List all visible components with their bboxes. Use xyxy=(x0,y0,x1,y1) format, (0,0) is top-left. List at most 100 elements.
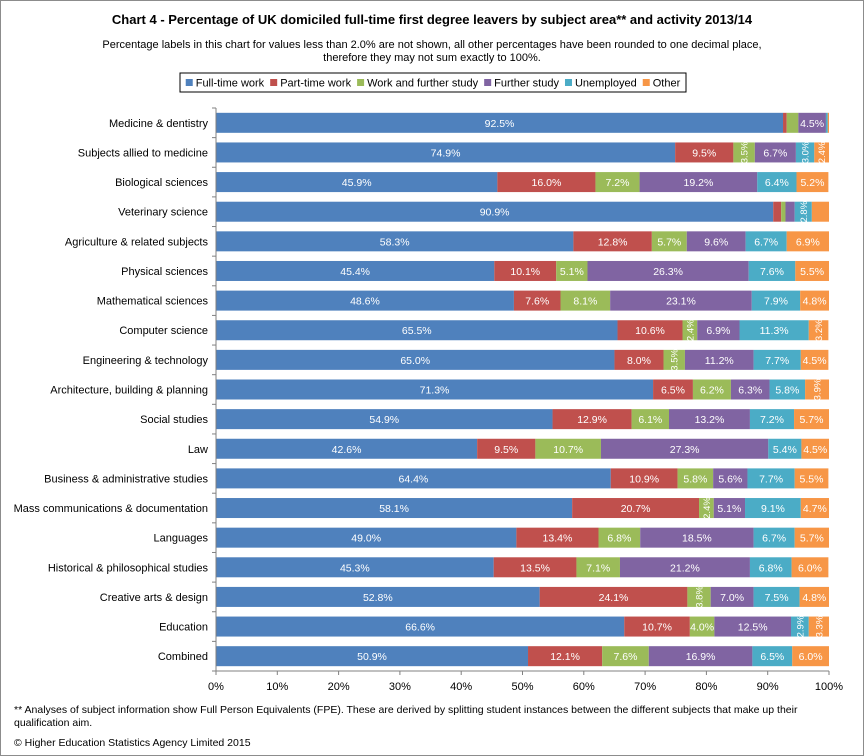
bar-other-computer-science xyxy=(808,320,829,341)
bar-work-and-further-study-subjects-allied-to-medicine xyxy=(733,142,755,163)
bar-full-time-work-medicine-and-dentistry xyxy=(216,112,784,133)
bar-work-and-further-study-languages xyxy=(598,527,641,548)
data-label-full-time-work-social-studies: 54.9% xyxy=(369,414,399,426)
bar-further-study-engineering-and-technology xyxy=(684,349,754,370)
category-label-engineering-and-technology: Engineering & technology xyxy=(83,355,209,367)
bar-unemployed-creative-arts-and-design xyxy=(753,586,800,607)
data-label-further-study-education: 12.5% xyxy=(738,622,768,634)
bar-part-time-work-combined xyxy=(528,646,603,667)
bar-part-time-work-mass-communications-and-documentation xyxy=(572,498,700,519)
category-label-historical-and-philosophical-studies: Historical & philosophical studies xyxy=(48,562,209,574)
category-label-biological-sciences: Biological sciences xyxy=(115,177,208,189)
bar-part-time-work-architecture-building-and-planning xyxy=(653,379,693,400)
bar-full-time-work-subjects-allied-to-medicine xyxy=(216,142,676,163)
data-label-full-time-work-architecture-building-and-planning: 71.3% xyxy=(420,385,450,397)
data-label-full-time-work-biological-sciences: 45.9% xyxy=(342,177,372,189)
bar-other-biological-sciences xyxy=(796,172,829,193)
bar-further-study-biological-sciences xyxy=(639,172,758,193)
data-label-further-study-creative-arts-and-design: 7.0% xyxy=(720,592,744,604)
data-label-other-computer-science: 3.2% xyxy=(814,319,825,341)
bar-other-mathematical-sciences xyxy=(800,290,829,311)
bar-part-time-work-computer-science xyxy=(617,320,683,341)
legend-label-part-time-work: Part-time work xyxy=(280,78,351,90)
data-label-part-time-work-mathematical-sciences: 7.6% xyxy=(525,296,549,308)
bar-part-time-work-law xyxy=(477,438,536,459)
data-label-unemployed-historical-and-philosophical-studies: 6.8% xyxy=(759,562,783,574)
legend-label-work-and-further-study: Work and further study xyxy=(367,78,479,90)
bar-unemployed-subjects-allied-to-medicine xyxy=(795,142,815,163)
category-label-veterinary-science: Veterinary science xyxy=(118,207,208,219)
bar-part-time-work-business-and-administrative-studies xyxy=(610,468,678,489)
bar-further-study-physical-sciences xyxy=(587,260,749,281)
data-label-other-historical-and-philosophical-studies: 6.0% xyxy=(798,562,822,574)
bar-further-study-mathematical-sciences xyxy=(610,290,752,311)
bar-work-and-further-study-mass-communications-and-documentation xyxy=(699,498,714,519)
data-label-other-languages: 5.7% xyxy=(800,533,824,545)
data-label-work-and-further-study-engineering-and-technology: 3.5% xyxy=(670,348,681,370)
data-label-further-study-combined: 16.9% xyxy=(686,651,716,663)
data-label-unemployed-biological-sciences: 6.4% xyxy=(765,177,789,189)
data-label-work-and-further-study-mathematical-sciences: 8.1% xyxy=(573,296,597,308)
data-label-part-time-work-biological-sciences: 16.0% xyxy=(532,177,562,189)
data-label-further-study-subjects-allied-to-medicine: 6.7% xyxy=(763,147,787,159)
legend-swatch-full-time-work xyxy=(185,79,193,86)
bar-full-time-work-social-studies xyxy=(216,409,553,430)
bar-part-time-work-veterinary-science xyxy=(773,201,782,222)
category-label-architecture-building-and-planning: Architecture, building & planning xyxy=(50,385,208,397)
legend-swatch-work-and-further-study xyxy=(357,79,365,86)
bar-unemployed-biological-sciences xyxy=(757,172,797,193)
data-label-unemployed-engineering-and-technology: 7.7% xyxy=(765,355,789,367)
data-label-full-time-work-medicine-and-dentistry: 92.5% xyxy=(485,118,515,130)
bar-unemployed-business-and-administrative-studies xyxy=(747,468,795,489)
data-label-further-study-mathematical-sciences: 23.1% xyxy=(666,296,696,308)
data-label-further-study-historical-and-philosophical-studies: 21.2% xyxy=(670,562,700,574)
data-label-unemployed-combined: 6.5% xyxy=(760,651,784,663)
bar-other-subjects-allied-to-medicine xyxy=(814,142,829,163)
category-label-law: Law xyxy=(188,444,208,456)
data-label-full-time-work-computer-science: 65.5% xyxy=(402,325,432,337)
bar-work-and-further-study-combined xyxy=(602,646,649,667)
data-label-work-and-further-study-languages: 6.8% xyxy=(607,533,631,545)
data-label-work-and-further-study-education: 4.0% xyxy=(690,622,714,634)
bar-other-law xyxy=(801,438,829,459)
bar-further-study-veterinary-science xyxy=(785,201,795,222)
bar-other-languages xyxy=(794,527,829,548)
chart-legend: Full-time work Part-time work Work and fur… xyxy=(179,72,687,93)
bar-work-and-further-study-veterinary-science xyxy=(781,201,786,222)
bar-work-and-further-study-engineering-and-technology xyxy=(663,349,685,370)
category-label-agriculture-and-related-subjects: Agriculture & related subjects xyxy=(65,236,209,248)
bar-unemployed-agriculture-and-related-subjects xyxy=(745,231,787,252)
bar-unemployed-mathematical-sciences xyxy=(751,290,801,311)
data-label-full-time-work-veterinary-science: 90.9% xyxy=(480,207,510,219)
data-label-other-law: 4.5% xyxy=(803,444,827,456)
data-label-unemployed-veterinary-science: 2.8% xyxy=(799,200,810,222)
legend-label-other: Other xyxy=(653,78,681,90)
data-label-part-time-work-architecture-building-and-planning: 6.5% xyxy=(661,385,685,397)
bar-part-time-work-historical-and-philosophical-studies xyxy=(493,557,577,578)
data-label-full-time-work-education: 66.6% xyxy=(405,622,435,634)
bar-full-time-work-historical-and-philosophical-studies xyxy=(216,557,494,578)
data-label-full-time-work-agriculture-and-related-subjects: 58.3% xyxy=(380,236,410,248)
category-label-languages: Languages xyxy=(154,533,209,545)
data-label-further-study-physical-sciences: 26.3% xyxy=(653,266,683,278)
bar-unemployed-languages xyxy=(753,527,795,548)
data-label-work-and-further-study-social-studies: 6.1% xyxy=(638,414,662,426)
data-label-full-time-work-languages: 49.0% xyxy=(351,533,381,545)
bar-unemployed-mass-communications-and-documentation xyxy=(745,498,801,519)
bar-unemployed-physical-sciences xyxy=(748,260,796,281)
legend-swatch-further-study xyxy=(484,79,492,86)
data-label-part-time-work-creative-arts-and-design: 24.1% xyxy=(599,592,629,604)
data-label-other-biological-sciences: 5.2% xyxy=(800,177,824,189)
bar-other-medicine-and-dentistry xyxy=(827,112,829,133)
data-label-further-study-business-and-administrative-studies: 5.6% xyxy=(718,473,742,485)
category-label-computer-science: Computer science xyxy=(119,325,208,337)
category-label-education: Education xyxy=(159,622,208,634)
bar-further-study-law xyxy=(600,438,769,459)
data-label-full-time-work-creative-arts-and-design: 52.8% xyxy=(363,592,393,604)
category-label-mathematical-sciences: Mathematical sciences xyxy=(97,296,209,308)
data-label-further-study-biological-sciences: 19.2% xyxy=(684,177,714,189)
data-label-part-time-work-combined: 12.1% xyxy=(550,651,580,663)
data-label-unemployed-creative-arts-and-design: 7.5% xyxy=(765,592,789,604)
bar-further-study-business-and-administrative-studies xyxy=(713,468,748,489)
copyright-notice: © Higher Education Statistics Agency Lim… xyxy=(14,737,251,749)
